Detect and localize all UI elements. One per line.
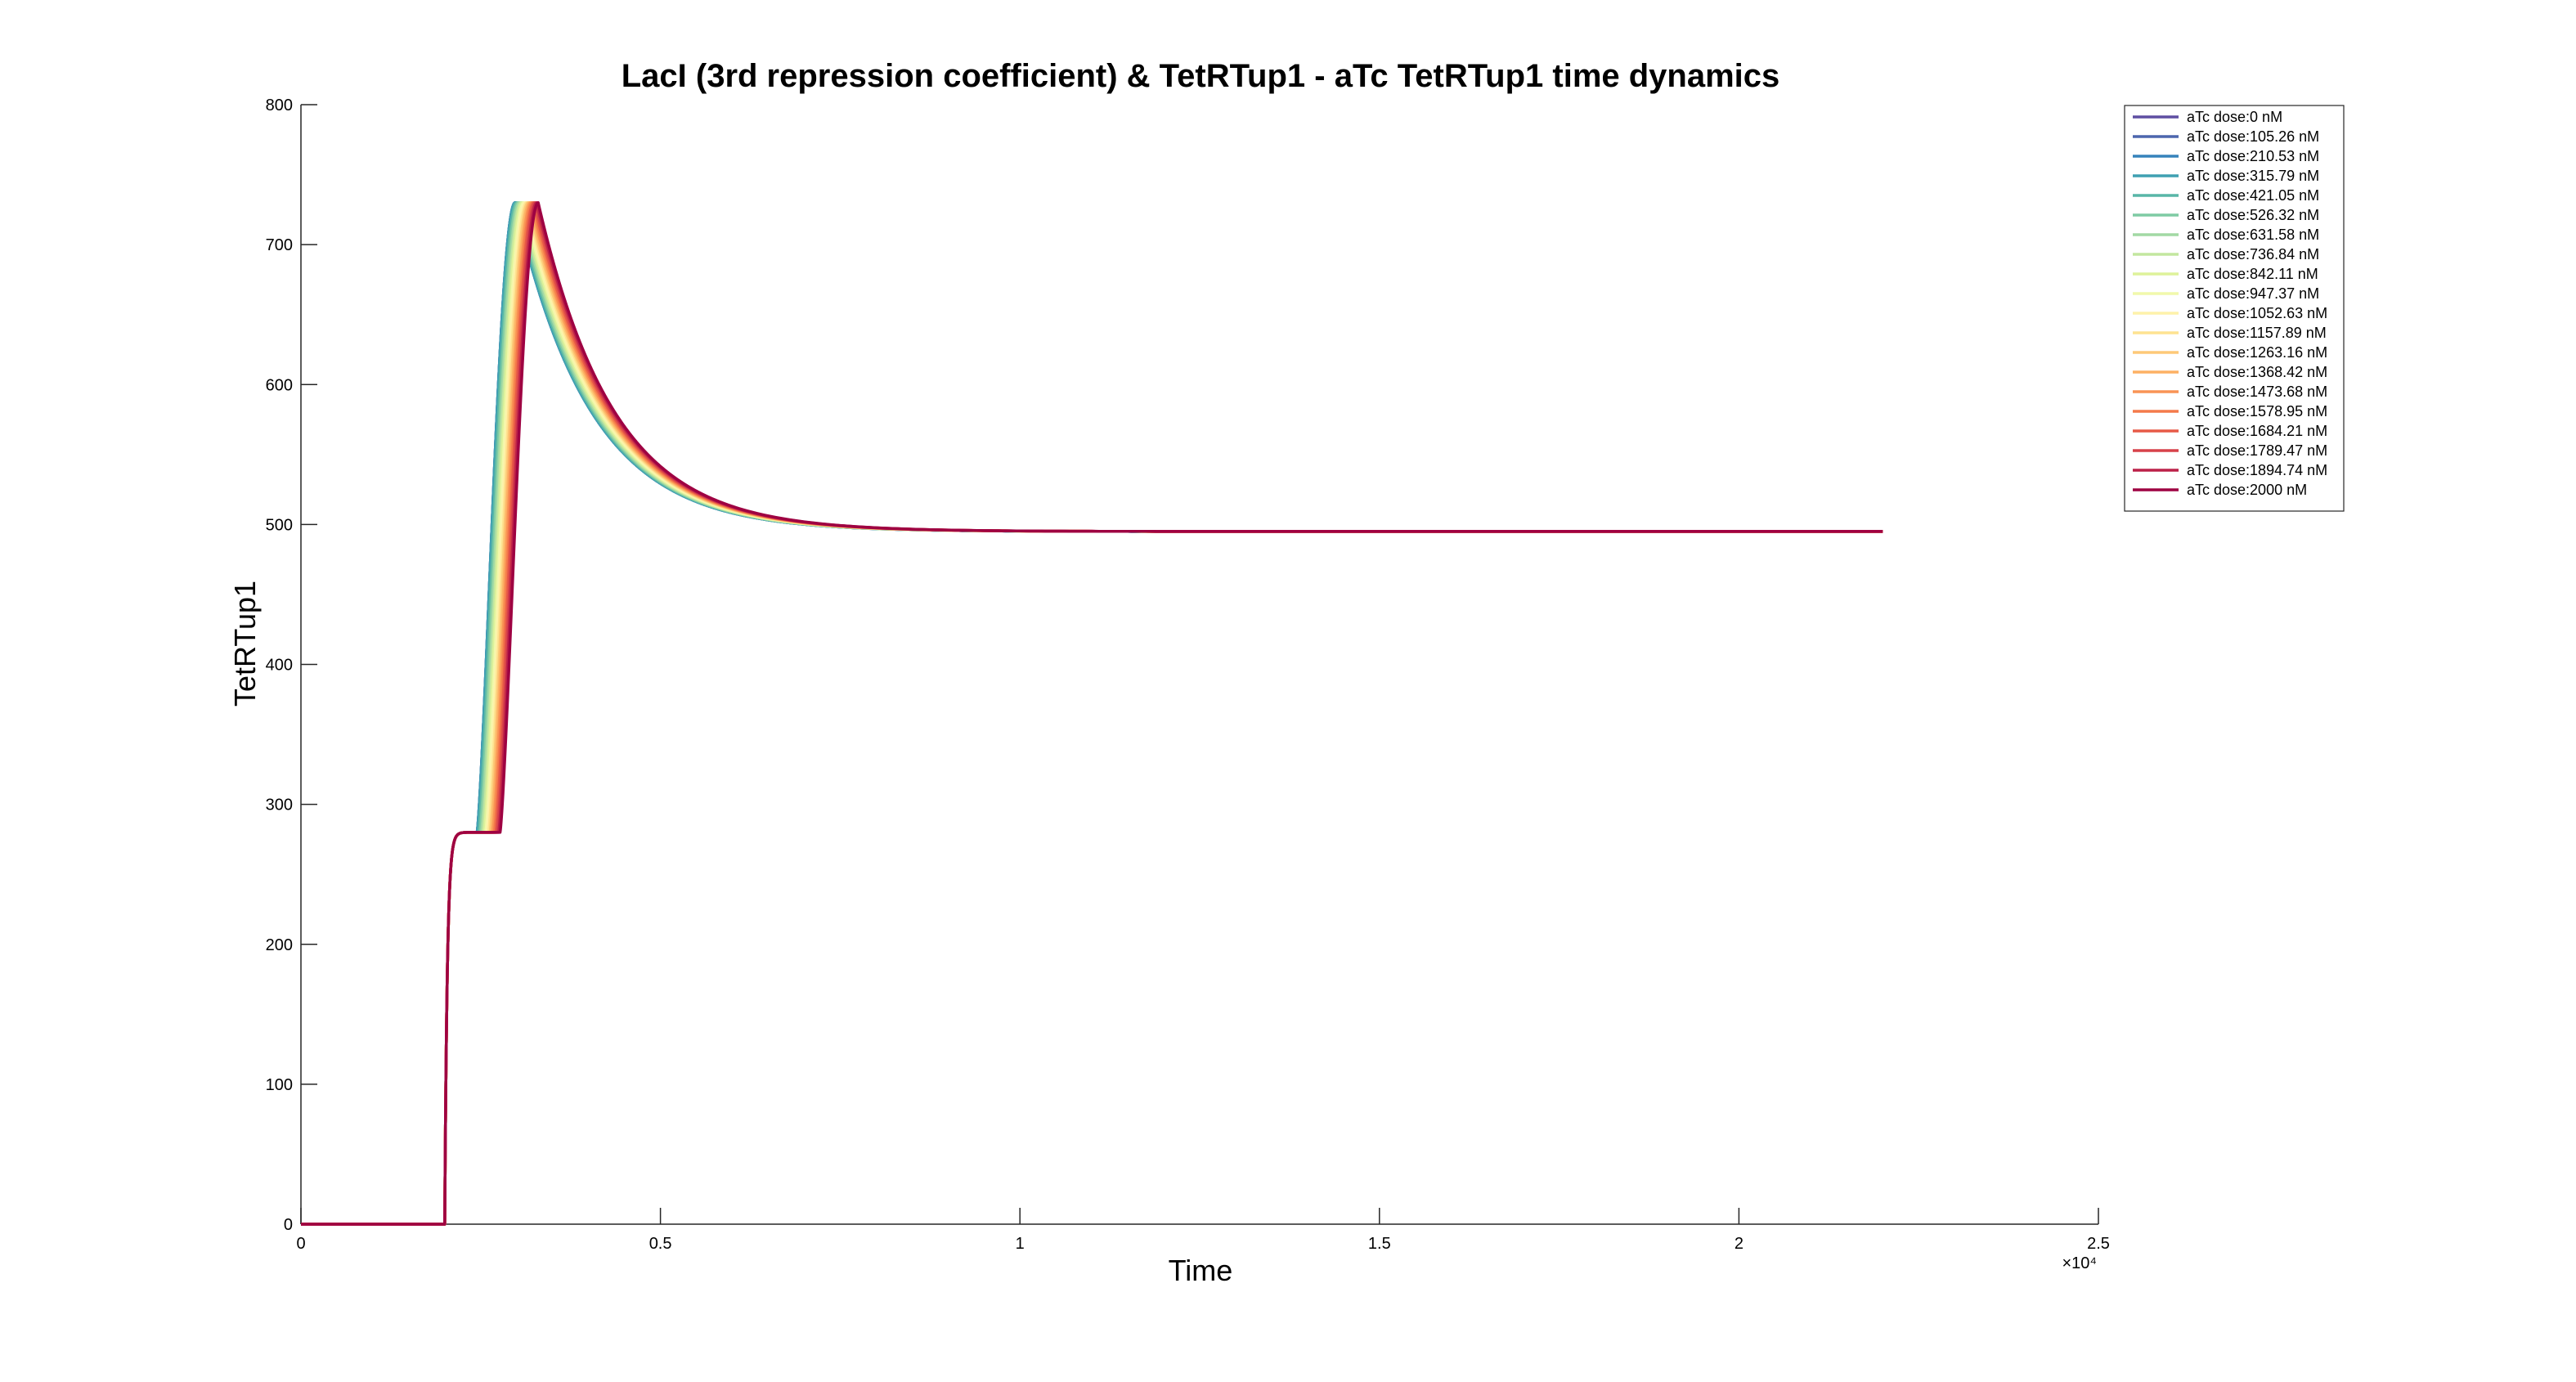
y-tick-label: 700 (266, 236, 293, 254)
legend-entry: aTc dose:1894.74 nM (2187, 462, 2327, 478)
series-line-13 (301, 201, 1883, 1226)
series-line-6 (301, 201, 1883, 1226)
legend-entry: aTc dose:315.79 nM (2187, 168, 2319, 184)
series-line-2 (301, 201, 1883, 1226)
y-axis-label: TetRTup1 (228, 581, 262, 707)
y-tick-label: 600 (266, 376, 293, 394)
legend-box (2124, 105, 2345, 512)
series-line-16 (301, 201, 1883, 1226)
series-line-15 (301, 201, 1883, 1226)
legend-entry: aTc dose:1263.16 nM (2187, 344, 2327, 361)
legend-entry: aTc dose:1157.89 nM (2187, 325, 2327, 341)
series-line-8 (301, 201, 1883, 1226)
series-line-0 (301, 201, 1883, 1226)
y-tick-label: 400 (266, 657, 293, 675)
legend-entry: aTc dose:421.05 nM (2187, 187, 2319, 204)
legend-entry: aTc dose:736.84 nM (2187, 246, 2319, 262)
legend: aTc dose:0 nM aTc dose:105.26 nM aTc dose:… (2124, 105, 2345, 512)
series-line-12 (301, 201, 1883, 1226)
series-line-3 (301, 201, 1883, 1226)
series-line-1 (301, 201, 1883, 1226)
legend-entry: aTc dose:1368.42 nM (2187, 364, 2327, 380)
legend-entry: aTc dose:1684.21 nM (2187, 423, 2327, 439)
chart-title: LacI (3rd repression coefficient) & TetR… (622, 58, 1780, 94)
x-tick-label: 2 (1735, 1235, 1744, 1253)
legend-entry: aTc dose:2000 nM (2187, 482, 2307, 498)
axes: 0 0.5 1 1.5 2 2.5 0 100 200 300 400 500 600 700 800 (266, 96, 2110, 1253)
legend-entry: aTc dose:526.32 nM (2187, 207, 2319, 223)
series-line-17 (301, 201, 1883, 1226)
series-line-9 (301, 201, 1883, 1226)
series-line-7 (301, 201, 1883, 1226)
series-line-11 (301, 201, 1883, 1226)
y-tick-label: 800 (266, 96, 293, 114)
legend-entry: aTc dose:210.53 nM (2187, 148, 2319, 164)
legend-entry: aTc dose:1789.47 nM (2187, 442, 2327, 459)
series-line-19 (301, 201, 1883, 1226)
legend-entry: aTc dose:1052.63 nM (2187, 305, 2327, 321)
y-tick-label: 0 (284, 1216, 293, 1234)
y-tick-label: 500 (266, 516, 293, 534)
series-line-5 (301, 201, 1883, 1226)
x-axis-exponent: ×10⁴ (2062, 1254, 2097, 1272)
series-line-4 (301, 201, 1883, 1226)
x-tick-label: 1 (1016, 1235, 1025, 1253)
legend-entry: aTc dose:1578.95 nM (2187, 403, 2327, 420)
series-line-10 (301, 201, 1883, 1226)
x-tick-label: 0.5 (649, 1235, 672, 1253)
series-line-18 (301, 201, 1883, 1226)
legend-entry: aTc dose:1473.68 nM (2187, 384, 2327, 400)
y-tick-label: 200 (266, 936, 293, 954)
legend-entry: aTc dose:947.37 nM (2187, 285, 2319, 302)
series-line-14 (301, 201, 1883, 1226)
legend-entry: aTc dose:842.11 nM (2187, 266, 2318, 282)
y-tick-label: 100 (266, 1076, 293, 1094)
legend-entry: aTc dose:631.58 nM (2187, 227, 2319, 243)
x-tick-label: 2.5 (2087, 1235, 2110, 1253)
x-axis-label: Time (1169, 1254, 1233, 1287)
series-layer (301, 201, 1883, 1226)
legend-entry: aTc dose:105.26 nM (2187, 128, 2319, 145)
x-tick-label: 1.5 (1368, 1235, 1391, 1253)
legend-entry: aTc dose:0 nM (2187, 109, 2282, 125)
x-tick-label: 0 (296, 1235, 305, 1253)
y-tick-label: 300 (266, 796, 293, 814)
